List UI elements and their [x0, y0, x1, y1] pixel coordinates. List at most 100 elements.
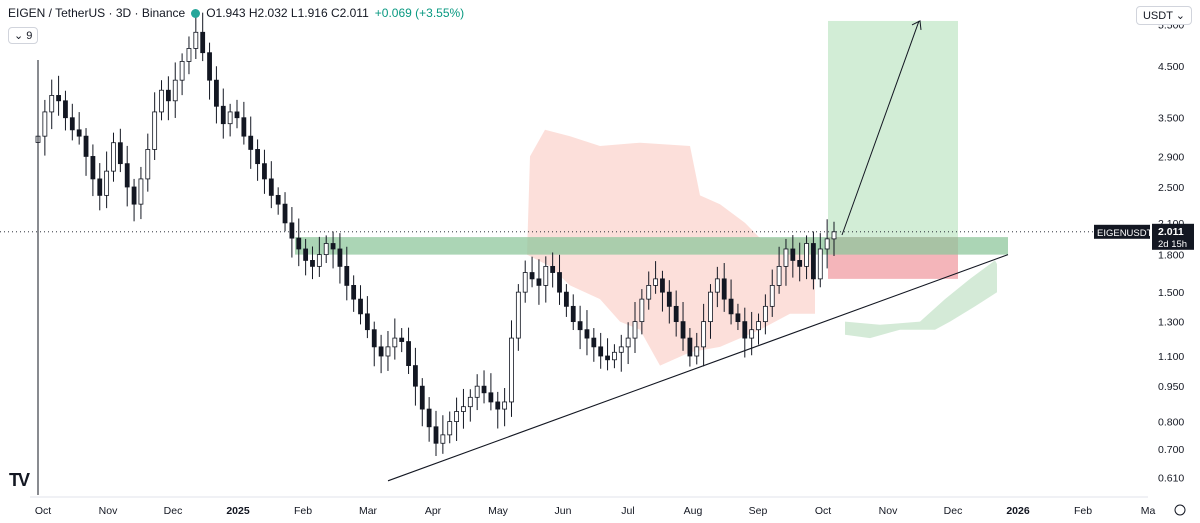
candle-body: [742, 321, 748, 339]
y-tick-label: 4.500: [1158, 61, 1184, 73]
candle: [515, 284, 521, 351]
candle: [351, 275, 357, 312]
candle-body: [90, 156, 96, 180]
candle: [275, 187, 281, 215]
candle-body: [138, 178, 144, 205]
candle: [474, 374, 480, 411]
candle: [811, 231, 816, 290]
candle-body: [220, 105, 226, 125]
candle-body: [179, 61, 185, 81]
candle-body: [268, 178, 274, 196]
candle-body: [666, 291, 672, 307]
candle: [831, 221, 837, 257]
candle-body: [714, 278, 720, 293]
candle: [207, 42, 212, 100]
currency-label: USDT: [1142, 10, 1173, 22]
projection-arrowhead: [911, 20, 922, 31]
x-tick-label: Oct: [35, 505, 51, 517]
candle-body: [200, 31, 206, 54]
candle: [694, 332, 700, 365]
candle-body: [419, 385, 425, 410]
candle: [364, 296, 370, 339]
candle-body: [687, 337, 693, 357]
candle-body: [159, 89, 164, 113]
candle-body: [577, 321, 583, 331]
candle-body: [124, 163, 130, 188]
y-tick-label: 1.500: [1158, 287, 1184, 299]
candle: [289, 207, 295, 258]
candle-body: [76, 129, 82, 137]
candle-body: [371, 329, 377, 348]
candle-body: [399, 337, 405, 342]
candle-body: [474, 385, 480, 398]
candle-body: [131, 186, 137, 205]
price-symbol-box: [1094, 224, 1150, 239]
candle: [42, 99, 48, 156]
candle: [378, 334, 384, 374]
candle: [323, 235, 329, 264]
candle-body: [344, 265, 350, 286]
candle-body: [385, 346, 391, 357]
candle-body: [570, 305, 576, 323]
candle: [776, 246, 782, 294]
candle: [646, 271, 652, 310]
candle-body: [241, 117, 247, 137]
candle-body: [598, 346, 604, 357]
candle: [577, 305, 583, 350]
y-tick-label: 2.500: [1158, 182, 1184, 194]
candle: [90, 144, 96, 197]
candle-body: [454, 411, 459, 422]
candle: [721, 263, 727, 312]
candle: [316, 236, 322, 277]
indicator-collapse-button[interactable]: ⌄ 9: [8, 27, 39, 44]
candle-body: [234, 111, 240, 119]
candle-body: [406, 341, 411, 366]
candle: [762, 294, 768, 335]
candle: [550, 252, 556, 288]
candle: [193, 16, 199, 60]
candle-body: [413, 365, 418, 387]
candle: [666, 280, 672, 324]
candle-body: [296, 237, 302, 250]
price-value-label: 2.011: [1158, 226, 1184, 238]
candle-body: [275, 194, 281, 205]
candle-body: [351, 285, 357, 300]
candle: [735, 303, 741, 331]
candle: [83, 128, 89, 176]
candle: [262, 149, 267, 194]
candle-body: [646, 285, 652, 300]
goto-date-icon[interactable]: [1174, 504, 1186, 516]
candle: [131, 178, 137, 222]
candle: [481, 370, 487, 404]
candle: [165, 76, 171, 121]
candle: [179, 53, 185, 96]
symbol-title[interactable]: EIGEN / TetherUS · 3D · Binance: [8, 6, 186, 20]
x-tick-label: Jun: [555, 505, 572, 517]
projection-arrow: [841, 20, 920, 236]
candle-body: [145, 149, 151, 180]
candle: [138, 166, 144, 220]
candle: [399, 328, 405, 353]
candle: [653, 261, 658, 294]
candle: [639, 289, 645, 335]
candle: [200, 12, 206, 62]
candle-body: [42, 111, 48, 137]
candle: [56, 75, 61, 116]
x-tick-label: Mar: [359, 505, 378, 517]
ohlc-values: O1.943 H2.032 L1.916 C2.011: [206, 6, 369, 20]
candle-body: [502, 401, 508, 410]
candle-body: [529, 272, 535, 280]
currency-selector[interactable]: USDT ⌄: [1135, 6, 1192, 25]
candle-body: [735, 313, 741, 323]
candle-body: [721, 278, 727, 300]
candle: [536, 259, 542, 305]
candle: [234, 99, 240, 129]
candle: [152, 92, 158, 161]
candle: [673, 290, 679, 337]
candle: [605, 338, 610, 371]
candle-body: [783, 248, 789, 267]
candle-body: [797, 260, 803, 267]
candle: [296, 218, 302, 267]
candle: [783, 238, 789, 286]
